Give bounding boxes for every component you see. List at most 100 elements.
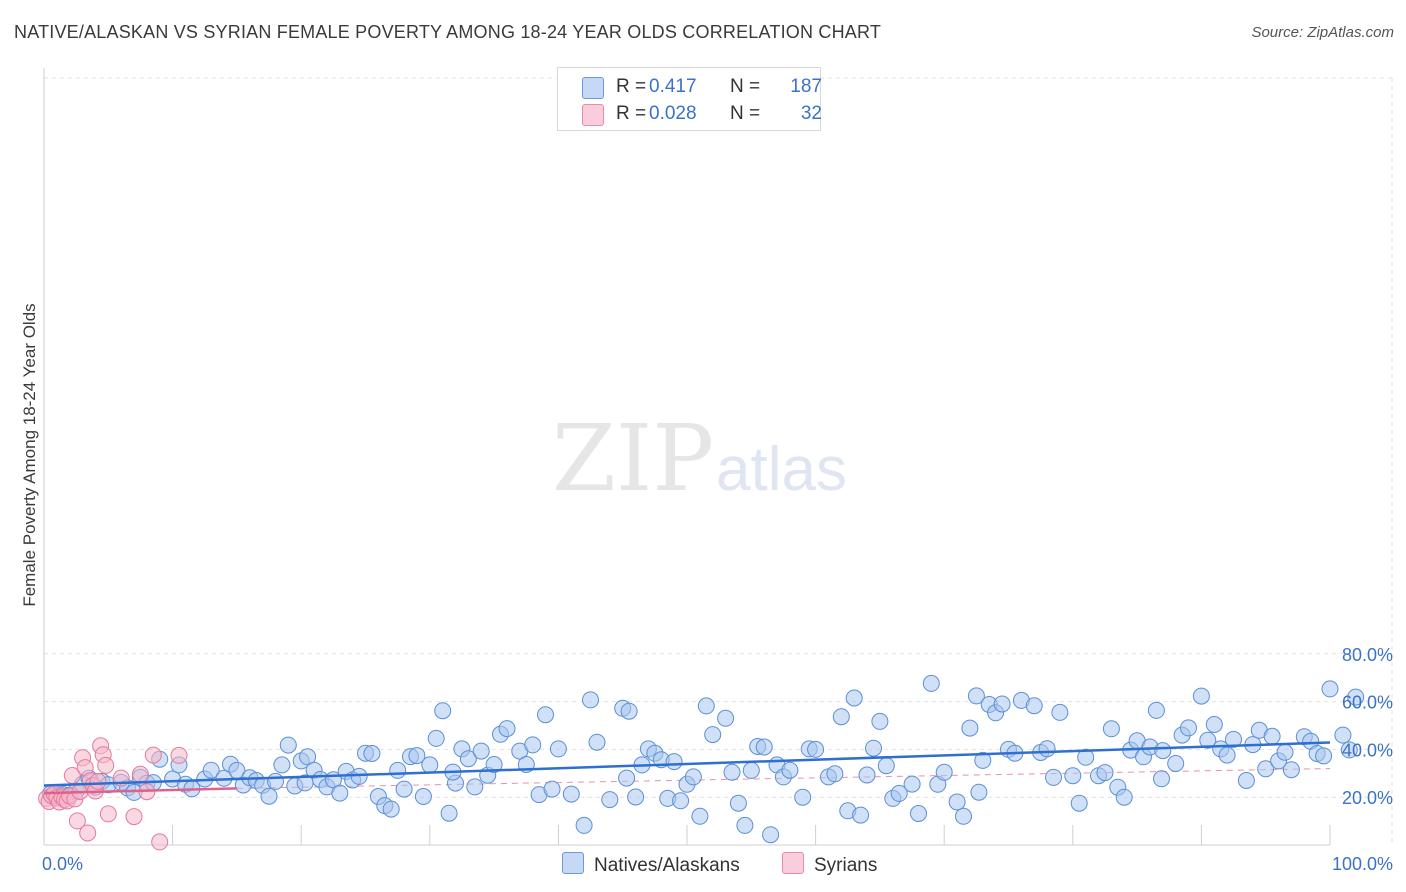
natives-point [1282, 761, 1300, 779]
natives-point [296, 774, 314, 792]
syrians-point [144, 746, 162, 764]
natives-point [865, 739, 882, 757]
natives-point [1096, 764, 1114, 782]
natives-point [1038, 740, 1056, 758]
natives-point [858, 766, 876, 784]
natives-point [414, 788, 432, 805]
natives-point [1115, 788, 1133, 806]
natives-point [935, 763, 953, 781]
natives-point [877, 757, 895, 775]
natives-label: Natives/Alaskans [594, 855, 740, 876]
natives-point [993, 695, 1011, 713]
natives-point [440, 804, 458, 822]
watermark-zip: ZIP [552, 405, 714, 512]
natives-point [350, 767, 368, 785]
syrians-point [79, 824, 97, 842]
syrians-point [97, 756, 115, 774]
syrians-point [131, 765, 149, 783]
n-label: N = [730, 76, 761, 97]
n-value: 32 [800, 103, 822, 124]
natives-point [202, 761, 220, 779]
natives-point [1276, 743, 1294, 761]
natives-point [948, 793, 966, 811]
syrians-trend-line [43, 787, 237, 795]
natives-point [1180, 719, 1197, 737]
natives-point [832, 708, 850, 726]
watermark: ZIP atlas [552, 405, 847, 512]
tick-labels: 20.0% 40.0% 60.0% 80.0% 0.0% 100.0% [42, 645, 1393, 874]
natives-point [1077, 748, 1095, 766]
natives-point [729, 794, 747, 812]
natives-point [781, 761, 799, 779]
natives-point [1147, 701, 1165, 719]
natives-point [537, 706, 554, 724]
natives-point [459, 750, 477, 768]
natives-point [1045, 768, 1062, 786]
natives-point [807, 740, 825, 758]
bottom-legend-natives: Natives/Alaskans [562, 852, 740, 877]
syrians-point [99, 805, 117, 823]
natives-point [279, 736, 297, 754]
natives-point [794, 788, 812, 806]
natives-point [1340, 741, 1358, 759]
natives-point [1167, 755, 1185, 772]
r-label: R = [616, 103, 647, 124]
natives-point [1237, 772, 1255, 789]
y-tick-label: 60.0% [1342, 693, 1393, 713]
syrians-point [151, 833, 169, 851]
natives-point [1257, 760, 1275, 778]
natives-point [1225, 730, 1242, 748]
natives-point [1051, 703, 1069, 721]
natives-point [903, 775, 921, 793]
natives-point [260, 787, 278, 805]
natives-point [672, 792, 690, 810]
syrians-point [125, 808, 143, 826]
natives-point [472, 742, 490, 760]
natives-point [1315, 747, 1333, 765]
natives-swatch [582, 77, 604, 99]
natives-point [267, 772, 284, 790]
bottom-legend-syrians: Syrians [782, 852, 877, 877]
natives-point [697, 697, 715, 715]
y-tick-label: 20.0% [1342, 788, 1393, 808]
syrians-swatch [582, 104, 604, 126]
natives-point [717, 709, 735, 727]
n-value: 187 [790, 76, 822, 97]
natives-point [1070, 794, 1088, 812]
syrians-point [170, 746, 188, 764]
r-label: R = [616, 76, 647, 97]
natives-point [543, 780, 561, 798]
natives-point [1192, 687, 1210, 705]
natives-point [684, 768, 702, 786]
natives-point [421, 756, 439, 774]
natives-point [466, 778, 484, 796]
natives-point [582, 691, 599, 709]
natives-point [967, 687, 985, 705]
natives-point [588, 733, 606, 751]
natives-point [665, 753, 683, 771]
natives-point [1025, 697, 1043, 715]
natives-point [1334, 726, 1352, 744]
natives-point [1153, 770, 1170, 788]
syrians-point [68, 812, 86, 830]
natives-point [723, 763, 741, 781]
natives-point [395, 780, 413, 798]
natives-point [427, 729, 445, 747]
natives-point [331, 784, 349, 802]
n-label: N = [730, 103, 761, 124]
natives-points [41, 674, 1365, 844]
natives-point [562, 785, 580, 803]
x-tick-label-max: 100.0% [1332, 854, 1393, 874]
natives-point [1199, 731, 1217, 749]
natives-point [1064, 767, 1082, 785]
axes [43, 68, 1331, 846]
syrians-points [38, 737, 188, 851]
natives-point [736, 816, 754, 834]
natives-point [755, 738, 773, 756]
natives-point [1154, 742, 1172, 760]
r-value: 0.417 [649, 76, 697, 97]
natives-trend-line [43, 741, 1331, 787]
natives-point [498, 720, 516, 738]
watermark-atlas: atlas [716, 435, 847, 504]
